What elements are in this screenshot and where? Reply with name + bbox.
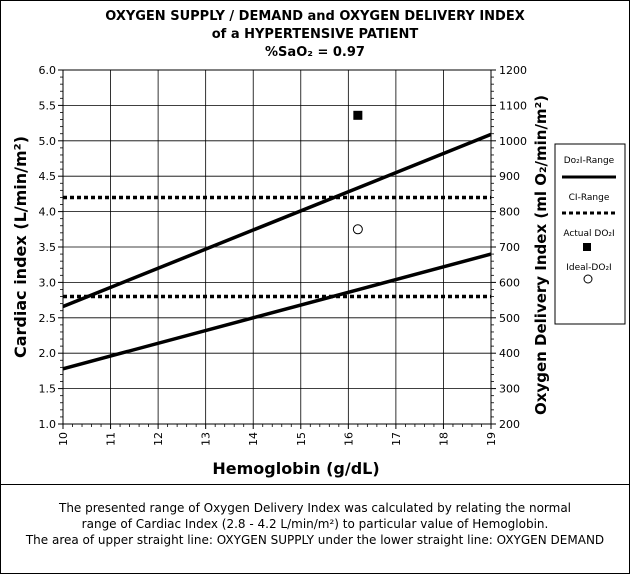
caption-divider [0, 484, 630, 485]
y-left-tick-label: 2.5 [39, 312, 57, 325]
y-left-tick-label: 4.5 [39, 170, 57, 183]
y-right-tick-label: 200 [499, 418, 520, 431]
caption-line-3: The area of upper straight line: OXYGEN … [25, 533, 605, 547]
x-tick-label: 18 [437, 432, 450, 446]
saturation-label: %SaO₂ = 0.97 [265, 45, 365, 60]
legend-filled-square-symbol [583, 243, 591, 251]
chart-subtitle: of a HYPERTENSIVE PATIENT [211, 27, 419, 42]
y-right-tick-label: 400 [499, 347, 520, 360]
y-right-tick-label: 1000 [499, 135, 527, 148]
legend-label-ci-range: CI-Range [569, 193, 610, 203]
y-left-tick-label: 3.5 [39, 241, 57, 254]
caption-line-2: range of Cardiac Index (2.8 - 4.2 L/min/… [81, 517, 549, 531]
y-left-tick-label: 6.0 [39, 64, 57, 77]
x-tick-label: 14 [247, 432, 260, 446]
legend-box [554, 143, 626, 325]
y-left-tick-label: 1.0 [39, 418, 57, 431]
grid [63, 69, 491, 425]
y-right-tick-label: 800 [499, 206, 520, 219]
plot-area-border [62, 69, 492, 425]
y-right-tick-label: 500 [499, 312, 520, 325]
ideal-do2i-marker [352, 224, 363, 235]
x-tick-label: 12 [152, 432, 165, 446]
y-right-tick-label: 700 [499, 241, 520, 254]
y-left-tick-label: 5.0 [39, 135, 57, 148]
x-tick-label: 11 [105, 432, 118, 446]
legend-label-ideal-do2i: Ideal-DO₂I [566, 263, 611, 273]
y-left-tick-label: 5.5 [39, 99, 57, 112]
x-axis-label: Hemoglobin (g/dL) [212, 459, 379, 478]
y-right-tick-label: 300 [499, 383, 520, 396]
do2i-range-line [62, 132, 492, 309]
caption-line-1: The presented range of Oxygen Delivery I… [58, 501, 572, 515]
x-tick-label: 15 [295, 432, 308, 446]
do2i-range-line [62, 252, 492, 371]
x-tick-label: 13 [200, 432, 213, 446]
y-left-tick-label: 3.0 [39, 276, 57, 289]
legend-label-actual-do2i: Actual DO₂I [563, 229, 614, 239]
ticks: 1.0 1.5 2.0 2.5 3.0 3.5 4.0 4.5 5.0 5.5 6.0 200 300 4… [39, 64, 528, 446]
legend-open-circle-symbol [583, 274, 593, 284]
x-tick-label: 19 [485, 432, 498, 446]
y-axis-right-label: Oxygen Delivery Index (ml O₂/min/m²) [532, 95, 550, 415]
y-right-tick-label: 600 [499, 276, 520, 289]
series [62, 110, 492, 371]
x-tick-label: 17 [390, 432, 403, 446]
y-left-tick-label: 1.5 [39, 383, 57, 396]
actual-do2i-marker [353, 110, 363, 120]
y-left-tick-label: 4.0 [39, 206, 57, 219]
x-tick-label: 10 [57, 432, 70, 446]
chart-title: OXYGEN SUPPLY / DEMAND and OXYGEN DELIVE… [105, 9, 525, 24]
y-axis-left-label: Cardiac index (L/min/m²) [11, 136, 30, 358]
legend-label-do2i-range: Do₂I-Range [564, 156, 615, 166]
chart: 1.0 1.5 2.0 2.5 3.0 3.5 4.0 4.5 5.0 5.5 6.0 200 300 4… [11, 64, 626, 478]
y-right-tick-label: 1200 [499, 64, 527, 77]
legend: Do₂I-Range CI-Range Actual DO₂I Ideal-DO… [554, 143, 626, 325]
y-right-tick-label: 1100 [499, 99, 527, 112]
y-left-tick-label: 2.0 [39, 347, 57, 360]
x-tick-label: 16 [342, 432, 355, 446]
y-right-tick-label: 900 [499, 170, 520, 183]
